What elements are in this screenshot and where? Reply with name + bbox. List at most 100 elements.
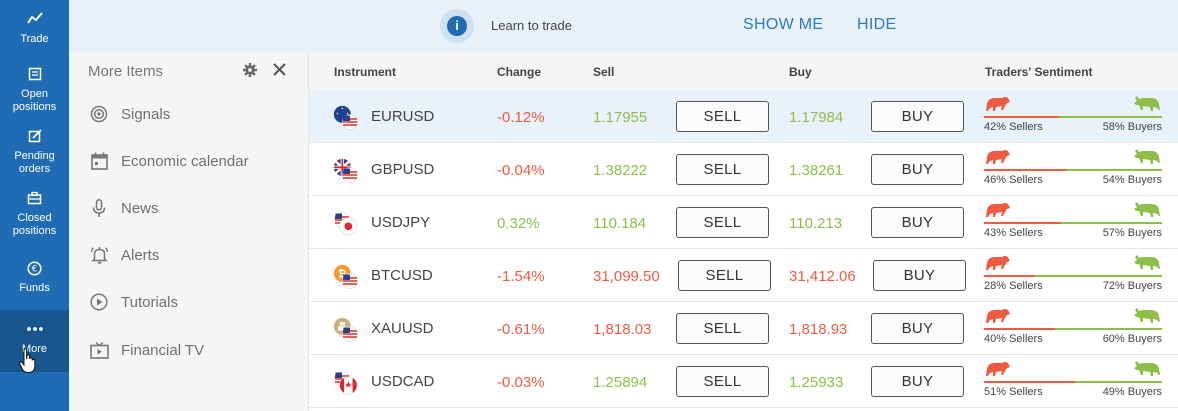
bear-icon bbox=[985, 254, 1011, 277]
microphone-icon bbox=[89, 198, 109, 218]
instrument-name: GBPUSD bbox=[371, 161, 435, 178]
tv-icon bbox=[89, 340, 109, 360]
buyers-bar bbox=[1075, 381, 1162, 383]
nav-trade[interactable]: Trade bbox=[0, 12, 69, 46]
buyers-bar bbox=[1034, 275, 1162, 277]
more-items-panel: More Items Signals Economic calendar New… bbox=[69, 52, 309, 411]
buyers-percent: 57% Buyers bbox=[1102, 227, 1162, 239]
table-row[interactable]: ₿ BTCUSD -1.54% 31,099.50 SELL 31,412.06 BUY 28… bbox=[309, 249, 1178, 302]
show-me-link[interactable]: SHOW ME bbox=[743, 16, 824, 33]
header-instrument: Instrument bbox=[334, 65, 397, 79]
buy-button[interactable]: BUY bbox=[871, 313, 964, 344]
sellers-bar bbox=[984, 222, 1061, 224]
bull-icon bbox=[1133, 254, 1161, 277]
nav-open-positions-label: Open positions bbox=[12, 88, 57, 113]
currency-flag-icon bbox=[333, 158, 358, 183]
bear-icon bbox=[985, 95, 1011, 118]
hand-cursor-icon bbox=[19, 348, 36, 373]
table-row[interactable]: GBPUSD -0.04% 1.38222 SELL 1.38261 BUY 46% Sel… bbox=[309, 143, 1178, 196]
buy-button[interactable]: BUY bbox=[871, 366, 964, 397]
sell-button[interactable]: SELL bbox=[676, 154, 769, 185]
buy-button[interactable]: BUY bbox=[871, 154, 964, 185]
panel-item-economic-calendar[interactable]: Economic calendar bbox=[89, 150, 249, 172]
buy-price: 1.17984 bbox=[789, 109, 844, 126]
calendar-icon bbox=[89, 151, 109, 171]
learn-banner: i Learn to trade SHOW ME HIDE bbox=[69, 0, 1178, 52]
panel-item-alerts[interactable]: Alerts bbox=[89, 244, 159, 266]
buy-price: 31,412.06 bbox=[789, 268, 856, 285]
sellers-bar bbox=[984, 116, 1059, 118]
closed-positions-icon bbox=[0, 191, 69, 209]
sentiment-bar bbox=[984, 275, 1162, 277]
sell-price: 1.25894 bbox=[593, 374, 648, 391]
signals-icon bbox=[89, 104, 109, 124]
buyers-percent: 49% Buyers bbox=[1102, 386, 1162, 398]
bull-icon bbox=[1133, 360, 1161, 383]
table-row[interactable]: USDCAD -0.03% 1.25894 SELL 1.25933 BUY 51% Sel… bbox=[309, 355, 1178, 408]
sell-button[interactable]: SELL bbox=[676, 313, 769, 344]
main-nav: Trade Open positions Pending orders Clos… bbox=[0, 0, 69, 411]
panel-item-label: Signals bbox=[121, 105, 171, 123]
header-traders-sentiment: Traders' Sentiment bbox=[985, 65, 1093, 79]
bull-icon bbox=[1133, 95, 1161, 118]
nav-open-positions[interactable]: Open positions bbox=[0, 67, 69, 114]
sentiment-bar bbox=[984, 381, 1162, 383]
currency-flag-icon bbox=[334, 212, 358, 236]
open-positions-icon bbox=[0, 67, 69, 85]
panel-item-label: Financial TV bbox=[121, 341, 205, 359]
change-value: -0.61% bbox=[497, 321, 545, 338]
play-icon bbox=[89, 292, 109, 312]
svg-text:₿: ₿ bbox=[338, 268, 346, 280]
nav-funds[interactable]: € Funds bbox=[0, 261, 69, 295]
change-value: -0.12% bbox=[497, 109, 545, 126]
panel-item-label: Economic calendar bbox=[121, 152, 249, 170]
sell-button[interactable]: SELL bbox=[676, 366, 769, 397]
sell-button[interactable]: SELL bbox=[676, 101, 769, 132]
nav-closed-positions[interactable]: Closed positions bbox=[0, 191, 69, 238]
panel-item-label: News bbox=[121, 199, 159, 217]
info-icon: i bbox=[440, 9, 474, 43]
gear-icon[interactable] bbox=[243, 63, 257, 77]
bear-icon bbox=[985, 148, 1011, 171]
buy-price: 1.25933 bbox=[789, 374, 844, 391]
panel-item-news[interactable]: News bbox=[89, 197, 159, 219]
sellers-bar bbox=[984, 328, 1055, 330]
table-row[interactable]: XAUUSD -0.61% 1,818.03 SELL 1,818.93 BUY 40% S… bbox=[309, 302, 1178, 355]
table-row[interactable]: EURUSD -0.12% 1.17955 SELL 1.17984 BUY 42% Sel… bbox=[309, 90, 1178, 143]
currency-flag-icon bbox=[333, 105, 358, 130]
buy-price: 1.38261 bbox=[789, 162, 844, 179]
sell-price: 1,818.03 bbox=[593, 321, 652, 338]
panel-item-tutorials[interactable]: Tutorials bbox=[89, 291, 178, 313]
sell-button[interactable]: SELL bbox=[678, 260, 771, 291]
nav-funds-label: Funds bbox=[19, 282, 50, 294]
buy-button[interactable]: BUY bbox=[873, 260, 966, 291]
panel-item-financial-tv[interactable]: Financial TV bbox=[89, 339, 204, 361]
nav-pending-orders-label: Pending orders bbox=[14, 150, 55, 175]
more-dots-icon bbox=[0, 326, 69, 340]
sentiment-bar bbox=[984, 169, 1162, 171]
close-icon[interactable] bbox=[272, 62, 287, 77]
buy-button[interactable]: BUY bbox=[871, 207, 964, 238]
sellers-bar bbox=[984, 381, 1075, 383]
sell-price: 1.38222 bbox=[593, 162, 648, 179]
table-row[interactable]: USDJPY 0.32% 110.184 SELL 110.213 BUY 43% Sell… bbox=[309, 196, 1178, 249]
panel-item-label: Alerts bbox=[121, 246, 160, 264]
sentiment-bar bbox=[984, 222, 1162, 224]
sellers-percent: 42% Sellers bbox=[984, 121, 1043, 133]
hide-link[interactable]: HIDE bbox=[857, 16, 897, 33]
bear-icon bbox=[985, 201, 1011, 224]
buyers-bar bbox=[1066, 169, 1162, 171]
header-buy: Buy bbox=[789, 65, 812, 79]
nav-pending-orders[interactable]: Pending orders bbox=[0, 129, 69, 176]
nav-trade-label: Trade bbox=[20, 33, 49, 45]
panel-item-signals[interactable]: Signals bbox=[89, 103, 170, 125]
buy-button[interactable]: BUY bbox=[871, 101, 964, 132]
buyers-percent: 58% Buyers bbox=[1102, 121, 1162, 133]
buy-price: 1,818.93 bbox=[789, 321, 848, 338]
sell-price: 110.184 bbox=[593, 215, 647, 232]
buyers-percent: 72% Buyers bbox=[1102, 280, 1162, 292]
sell-button[interactable]: SELL bbox=[676, 207, 769, 238]
funds-icon: € bbox=[0, 261, 69, 279]
sellers-bar bbox=[984, 275, 1034, 277]
trade-chart-icon bbox=[0, 12, 69, 30]
